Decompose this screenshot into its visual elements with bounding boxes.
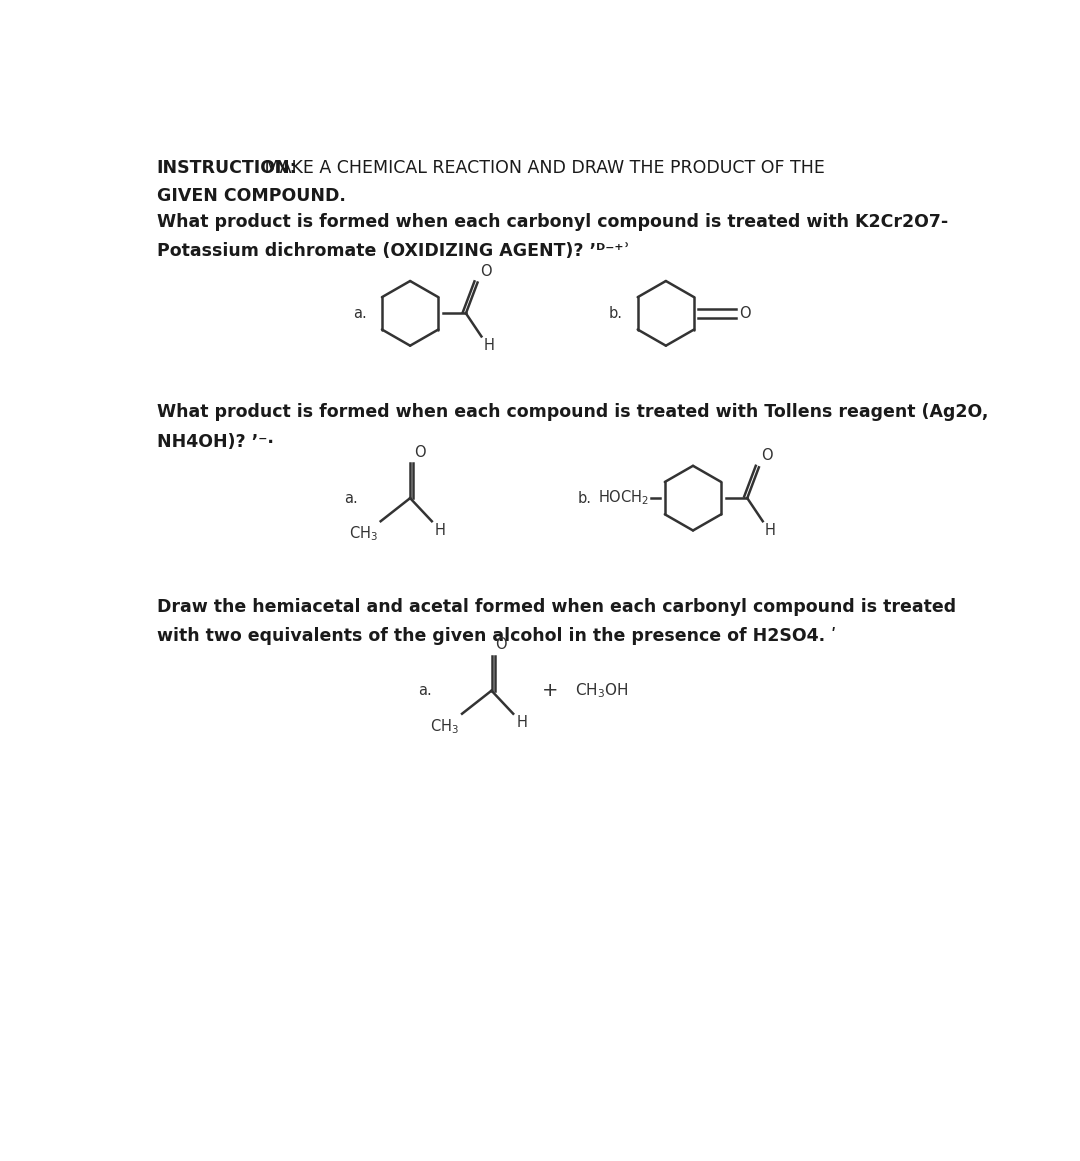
Text: a.: a. <box>345 491 357 506</box>
Text: with two equivalents of the given alcohol in the presence of H2SO4. ʹ: with two equivalents of the given alcoho… <box>157 627 836 646</box>
Text: H: H <box>484 338 495 353</box>
Text: b.: b. <box>578 491 592 506</box>
Text: CH$_3$: CH$_3$ <box>430 716 459 736</box>
Text: What product is formed when each compound is treated with Tollens reagent (Ag2O,: What product is formed when each compoun… <box>157 403 988 421</box>
Text: H: H <box>765 522 775 538</box>
Text: a.: a. <box>418 683 432 698</box>
Text: HOCH$_2$: HOCH$_2$ <box>597 489 649 507</box>
Text: H: H <box>516 715 527 730</box>
Text: MAKE A CHEMICAL REACTION AND DRAW THE PRODUCT OF THE: MAKE A CHEMICAL REACTION AND DRAW THE PR… <box>259 159 825 178</box>
Text: O: O <box>496 637 507 652</box>
Text: CH$_3$: CH$_3$ <box>349 525 378 543</box>
Text: H: H <box>435 522 446 538</box>
Text: GIVEN COMPOUND.: GIVEN COMPOUND. <box>157 187 346 205</box>
Text: Draw the hemiacetal and acetal formed when each carbonyl compound is treated: Draw the hemiacetal and acetal formed wh… <box>157 598 956 616</box>
Text: Potassium dichromate (OXIDIZING AGENT)? ’ᴰ⁻⁺ʾ: Potassium dichromate (OXIDIZING AGENT)? … <box>157 243 630 260</box>
Text: O: O <box>739 305 751 320</box>
Text: O: O <box>414 445 426 460</box>
Text: O: O <box>480 264 491 279</box>
Text: a.: a. <box>353 305 366 320</box>
Text: INSTRUCTION:: INSTRUCTION: <box>157 159 297 178</box>
Text: O: O <box>761 448 773 463</box>
Text: What product is formed when each carbonyl compound is treated with K2Cr2O7-: What product is formed when each carbony… <box>157 214 948 231</box>
Text: b.: b. <box>608 305 622 320</box>
Text: CH$_3$OH: CH$_3$OH <box>576 682 629 700</box>
Text: NH4OH)? ’⁻⋅: NH4OH)? ’⁻⋅ <box>157 433 273 450</box>
Text: +: + <box>542 682 558 700</box>
